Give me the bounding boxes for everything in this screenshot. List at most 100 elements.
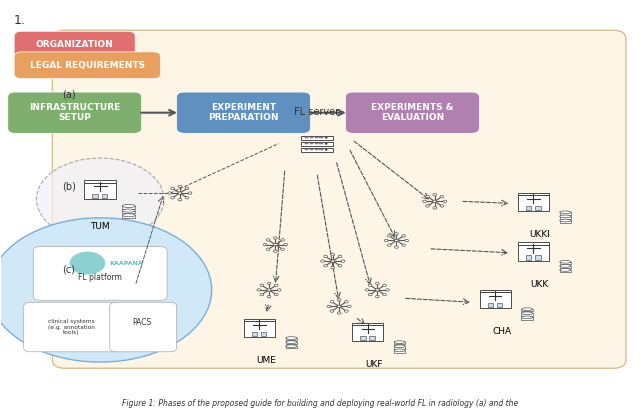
Circle shape: [330, 300, 333, 303]
Bar: [522, 309, 532, 312]
Circle shape: [376, 282, 379, 285]
Circle shape: [337, 312, 341, 314]
Circle shape: [327, 305, 331, 308]
Circle shape: [178, 185, 182, 188]
Circle shape: [324, 265, 328, 267]
Circle shape: [395, 233, 398, 235]
Circle shape: [178, 198, 182, 201]
Circle shape: [368, 293, 372, 296]
Ellipse shape: [122, 209, 135, 212]
FancyBboxPatch shape: [14, 31, 135, 58]
Circle shape: [185, 187, 189, 190]
Circle shape: [402, 234, 406, 237]
Bar: [122, 206, 135, 208]
Circle shape: [422, 200, 426, 203]
Bar: [305, 149, 308, 150]
Ellipse shape: [285, 337, 297, 339]
Ellipse shape: [122, 214, 135, 217]
FancyBboxPatch shape: [52, 30, 626, 368]
Circle shape: [281, 248, 284, 250]
Bar: [394, 346, 405, 349]
Bar: [319, 149, 323, 150]
Bar: [244, 319, 275, 321]
Bar: [480, 292, 511, 308]
Bar: [285, 338, 297, 340]
Bar: [244, 321, 275, 337]
Bar: [319, 143, 323, 144]
Circle shape: [426, 205, 429, 207]
Circle shape: [168, 192, 172, 194]
Circle shape: [277, 289, 281, 291]
Text: (b): (b): [62, 182, 76, 192]
Circle shape: [178, 192, 182, 194]
Circle shape: [405, 239, 408, 242]
Circle shape: [266, 239, 270, 241]
Circle shape: [376, 295, 379, 298]
Circle shape: [70, 251, 105, 275]
Text: Figure 1: Phases of the proposed guide for building and deploying real-world FL : Figure 1: Phases of the proposed guide f…: [122, 399, 518, 408]
Bar: [252, 332, 257, 336]
Circle shape: [267, 289, 271, 291]
Bar: [301, 148, 333, 152]
Bar: [301, 142, 333, 146]
FancyBboxPatch shape: [14, 52, 161, 79]
Circle shape: [188, 192, 192, 194]
Circle shape: [171, 197, 175, 199]
FancyBboxPatch shape: [177, 92, 310, 133]
FancyBboxPatch shape: [346, 92, 479, 133]
Circle shape: [395, 246, 398, 248]
Circle shape: [338, 255, 342, 258]
Circle shape: [273, 244, 277, 246]
Ellipse shape: [560, 211, 571, 214]
Circle shape: [267, 282, 271, 285]
Circle shape: [0, 218, 212, 362]
Circle shape: [275, 284, 278, 286]
Circle shape: [387, 234, 391, 237]
Circle shape: [331, 253, 335, 256]
Circle shape: [440, 195, 444, 198]
Circle shape: [433, 200, 436, 203]
Text: UKF: UKF: [365, 360, 383, 369]
Circle shape: [433, 193, 436, 196]
Bar: [315, 137, 318, 138]
Text: EXPERIMENT
PREPARATION: EXPERIMENT PREPARATION: [208, 103, 279, 122]
Ellipse shape: [285, 345, 297, 348]
Bar: [394, 350, 405, 353]
Circle shape: [387, 244, 391, 247]
Circle shape: [337, 299, 341, 301]
Bar: [261, 332, 266, 336]
Bar: [369, 336, 375, 340]
Bar: [315, 149, 318, 150]
Bar: [522, 313, 532, 315]
Circle shape: [264, 244, 267, 246]
Circle shape: [341, 260, 345, 262]
Circle shape: [344, 310, 348, 312]
Text: EXPERIMENTS &
EVALUATION: EXPERIMENTS & EVALUATION: [371, 103, 454, 122]
Ellipse shape: [122, 205, 135, 208]
Bar: [305, 137, 308, 138]
Circle shape: [267, 295, 271, 298]
Ellipse shape: [560, 219, 571, 222]
Circle shape: [284, 244, 287, 246]
Circle shape: [365, 289, 369, 291]
Bar: [310, 143, 313, 144]
Circle shape: [275, 293, 278, 296]
Text: clinical systems
(e.g. annotation
tools): clinical systems (e.g. annotation tools): [48, 319, 95, 335]
Ellipse shape: [36, 158, 164, 240]
Circle shape: [325, 137, 328, 139]
Circle shape: [185, 197, 189, 199]
Ellipse shape: [394, 349, 405, 352]
Bar: [497, 303, 502, 307]
Text: 1.: 1.: [14, 14, 26, 27]
Text: ORGANIZATION: ORGANIZATION: [36, 40, 113, 49]
Circle shape: [338, 265, 342, 267]
Bar: [560, 220, 571, 223]
Circle shape: [325, 149, 328, 151]
Bar: [560, 270, 571, 272]
Bar: [285, 342, 297, 344]
Bar: [518, 245, 548, 261]
Ellipse shape: [560, 264, 571, 267]
Bar: [305, 143, 308, 144]
Ellipse shape: [560, 215, 571, 218]
Circle shape: [426, 195, 429, 198]
